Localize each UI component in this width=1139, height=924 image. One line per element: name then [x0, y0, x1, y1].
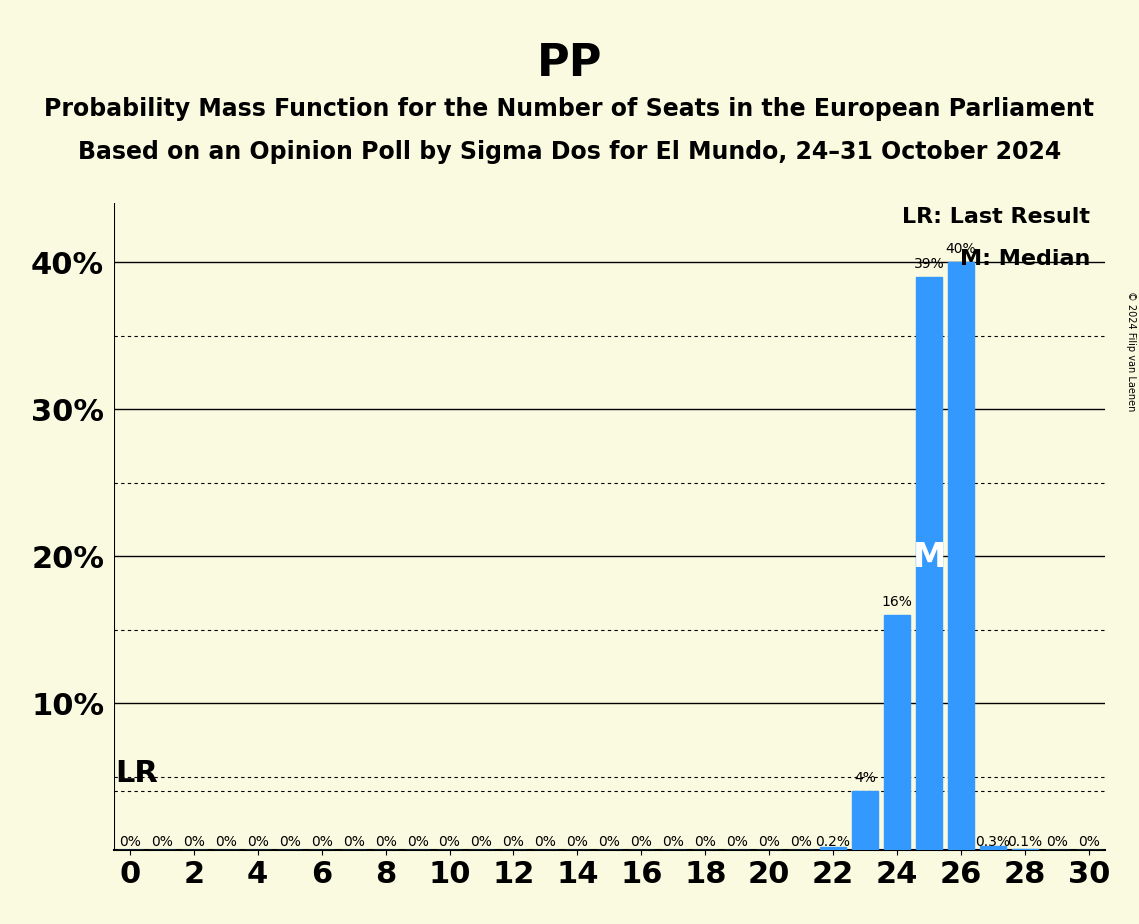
Bar: [948, 262, 974, 850]
Text: 40%: 40%: [945, 242, 976, 256]
Text: 0%: 0%: [279, 834, 301, 848]
Text: 0%: 0%: [215, 834, 237, 848]
Text: 0%: 0%: [1046, 834, 1068, 848]
Bar: [852, 791, 878, 850]
Text: 0%: 0%: [790, 834, 812, 848]
Text: 0%: 0%: [598, 834, 621, 848]
Text: 0%: 0%: [118, 834, 141, 848]
Text: 0.3%: 0.3%: [975, 834, 1010, 848]
Text: 0%: 0%: [695, 834, 716, 848]
Bar: [916, 277, 942, 850]
Text: 0%: 0%: [343, 834, 364, 848]
Bar: [981, 845, 1006, 850]
Text: 16%: 16%: [882, 595, 912, 609]
Text: Probability Mass Function for the Number of Seats in the European Parliament: Probability Mass Function for the Number…: [44, 97, 1095, 121]
Text: M: M: [912, 541, 945, 574]
Text: 0%: 0%: [375, 834, 396, 848]
Text: 4%: 4%: [854, 772, 876, 785]
Bar: [1013, 848, 1038, 850]
Text: 0%: 0%: [534, 834, 556, 848]
Text: 0%: 0%: [502, 834, 524, 848]
Text: M: Median: M: Median: [959, 249, 1090, 269]
Text: 0%: 0%: [630, 834, 653, 848]
Text: 0%: 0%: [183, 834, 205, 848]
Text: 0%: 0%: [439, 834, 460, 848]
Text: 0%: 0%: [566, 834, 589, 848]
Text: 0%: 0%: [247, 834, 269, 848]
Bar: [820, 847, 846, 850]
Text: 0%: 0%: [407, 834, 428, 848]
Text: 0%: 0%: [150, 834, 173, 848]
Text: Based on an Opinion Poll by Sigma Dos for El Mundo, 24–31 October 2024: Based on an Opinion Poll by Sigma Dos fo…: [77, 140, 1062, 164]
Text: LR: LR: [115, 760, 158, 788]
Bar: [884, 614, 910, 850]
Text: LR: Last Result: LR: Last Result: [902, 207, 1090, 226]
Text: © 2024 Filip van Laenen: © 2024 Filip van Laenen: [1126, 291, 1136, 411]
Text: 0.2%: 0.2%: [816, 834, 851, 848]
Text: 0.1%: 0.1%: [1007, 834, 1042, 848]
Text: 0%: 0%: [311, 834, 333, 848]
Text: 0%: 0%: [470, 834, 492, 848]
Text: 0%: 0%: [1077, 834, 1100, 848]
Text: 0%: 0%: [759, 834, 780, 848]
Text: 39%: 39%: [913, 257, 944, 271]
Text: 0%: 0%: [663, 834, 685, 848]
Text: 0%: 0%: [727, 834, 748, 848]
Text: PP: PP: [536, 42, 603, 85]
